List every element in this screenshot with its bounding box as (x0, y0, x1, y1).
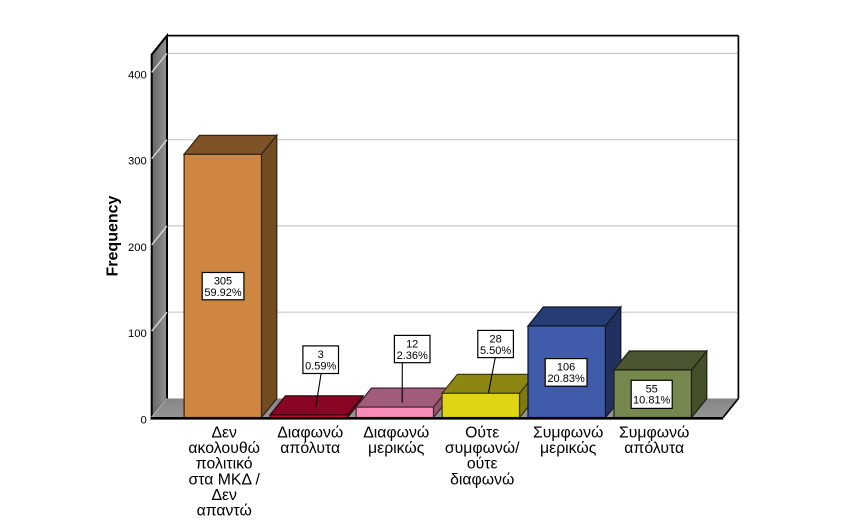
svg-text:Συμφωνώ: Συμφωνώ (533, 424, 603, 441)
svg-text:300: 300 (128, 156, 147, 168)
svg-text:ακολουθώ: ακολουθώ (188, 440, 260, 457)
svg-text:Δεν: Δεν (211, 487, 237, 504)
svg-text:59.92%: 59.92% (204, 287, 242, 299)
svg-text:400: 400 (128, 69, 147, 81)
svg-text:Διαφωνώ: Διαφωνώ (363, 424, 429, 441)
svg-text:28: 28 (489, 334, 501, 346)
svg-text:2.36%: 2.36% (397, 350, 428, 362)
svg-text:διαφωνώ: διαφωνώ (450, 471, 514, 488)
svg-text:Διαφωνώ: Διαφωνώ (277, 424, 343, 441)
svg-text:μερικώς: μερικώς (368, 440, 425, 457)
svg-text:106: 106 (557, 362, 575, 374)
svg-text:20.83%: 20.83% (547, 373, 585, 385)
svg-text:απόλυτα: απόλυτα (624, 440, 684, 457)
svg-text:Συμφωνώ: Συμφωνώ (619, 424, 689, 441)
svg-text:305: 305 (214, 276, 232, 288)
svg-text:3: 3 (318, 349, 324, 361)
svg-text:200: 200 (128, 242, 147, 254)
svg-text:απόλυτα: απόλυτα (280, 440, 340, 457)
svg-text:5.50%: 5.50% (480, 345, 511, 357)
svg-text:ούτε: ούτε (467, 456, 498, 473)
svg-text:10.81%: 10.81% (633, 395, 671, 407)
svg-text:0.59%: 0.59% (305, 360, 336, 372)
svg-text:Δεν: Δεν (211, 424, 237, 441)
svg-text:0: 0 (141, 414, 147, 426)
svg-text:55: 55 (646, 383, 658, 395)
svg-text:στα ΜΚΔ /: στα ΜΚΔ / (188, 471, 260, 488)
svg-text:απαντώ: απαντώ (197, 503, 252, 520)
svg-text:συμφωνώ/: συμφωνώ/ (445, 440, 520, 457)
svg-text:μερικώς: μερικώς (540, 440, 597, 457)
svg-text:Ούτε: Ούτε (465, 424, 499, 441)
svg-text:12: 12 (406, 339, 418, 351)
svg-text:100: 100 (128, 328, 147, 340)
svg-text:πολιτικό: πολιτικό (196, 456, 253, 473)
svg-text:Frequency: Frequency (105, 195, 122, 276)
